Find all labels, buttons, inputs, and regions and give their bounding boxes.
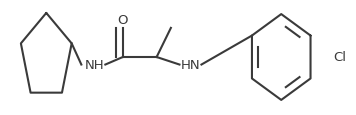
Text: Cl: Cl (333, 51, 346, 64)
Text: O: O (117, 14, 128, 27)
Text: NH: NH (84, 59, 104, 71)
Text: HN: HN (180, 59, 200, 71)
